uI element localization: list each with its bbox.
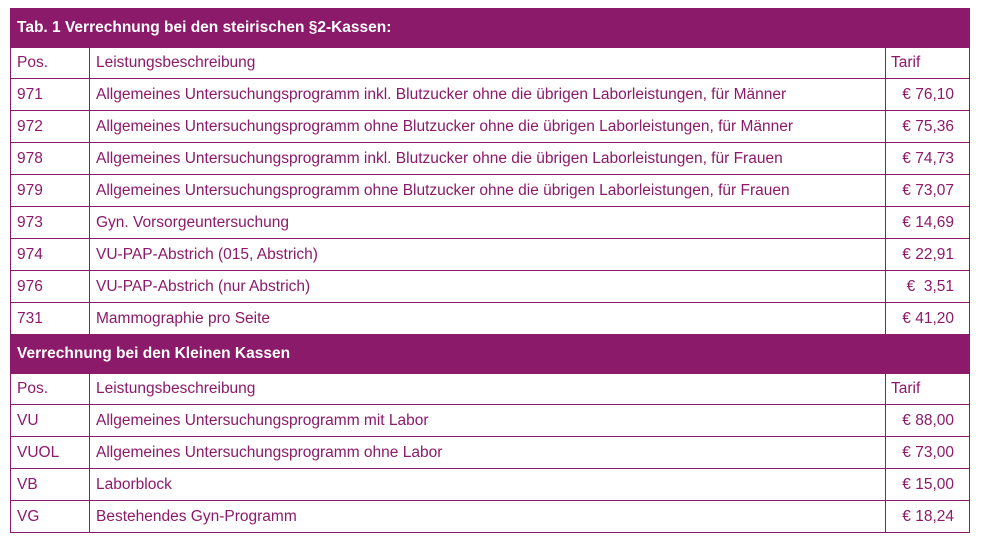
column-header-pos: Pos.	[10, 47, 90, 79]
table-row: 979 Allgemeines Untersuchungsprogramm ohn…	[10, 174, 970, 207]
table-row: VUOL Allgemeines Untersuchungsprogramm oh…	[10, 436, 970, 469]
column-header-description: Leistungsbeschreibung	[89, 47, 886, 79]
description-cell: Allgemeines Untersuchungsprogramm ohne B…	[89, 174, 886, 207]
column-header-pos: Pos.	[10, 373, 90, 405]
tarif-cell: € 74,73	[885, 142, 970, 175]
tarif-cell: € 73,07	[885, 174, 970, 207]
section-title: Tab. 1 Verrechnung bei den steirischen §…	[10, 8, 970, 48]
position-code-cell: VB	[10, 468, 90, 501]
position-code-cell: 979	[10, 174, 90, 207]
column-header-tarif: Tarif	[885, 373, 970, 405]
tariff-table: Tab. 1 Verrechnung bei den steirischen §…	[10, 8, 970, 533]
position-code-cell: 972	[10, 110, 90, 143]
tarif-cell: € 75,36	[885, 110, 970, 143]
description-cell: Gyn. Vorsorgeuntersuchung	[89, 206, 886, 239]
position-code-cell: VU	[10, 404, 90, 437]
description-cell: Mammographie pro Seite	[89, 302, 886, 335]
column-header-description: Leistungsbeschreibung	[89, 373, 886, 405]
column-header-row: Pos. Leistungsbeschreibung Tarif	[10, 47, 970, 79]
table-row: 976 VU-PAP-Abstrich (nur Abstrich) € 3,51	[10, 270, 970, 303]
table-row: VB Laborblock € 15,00	[10, 468, 970, 501]
description-cell: Laborblock	[89, 468, 886, 501]
tarif-cell: € 3,51	[885, 270, 970, 303]
position-code-cell: VG	[10, 500, 90, 533]
position-code-cell: 971	[10, 78, 90, 111]
column-header-row: Pos. Leistungsbeschreibung Tarif	[10, 373, 970, 405]
table-row: 731 Mammographie pro Seite € 41,20	[10, 302, 970, 335]
table-row: VG Bestehendes Gyn-Programm € 18,24	[10, 500, 970, 533]
description-cell: Bestehendes Gyn-Programm	[89, 500, 886, 533]
tarif-cell: € 18,24	[885, 500, 970, 533]
position-code-cell: 976	[10, 270, 90, 303]
tarif-cell: € 88,00	[885, 404, 970, 437]
table-row: 974 VU-PAP-Abstrich (015, Abstrich) € 22,9…	[10, 238, 970, 271]
tarif-cell: € 73,00	[885, 436, 970, 469]
table-row: 978 Allgemeines Untersuchungsprogramm ink…	[10, 142, 970, 175]
tariff-table-body: Tab. 1 Verrechnung bei den steirischen §…	[10, 8, 970, 533]
column-header-tarif: Tarif	[885, 47, 970, 79]
position-code-cell: 978	[10, 142, 90, 175]
tarif-cell: € 14,69	[885, 206, 970, 239]
description-cell: Allgemeines Untersuchungsprogramm ohne B…	[89, 110, 886, 143]
description-cell: VU-PAP-Abstrich (015, Abstrich)	[89, 238, 886, 271]
section-title: Verrechnung bei den Kleinen Kassen	[10, 334, 970, 374]
description-cell: Allgemeines Untersuchungsprogramm mit La…	[89, 404, 886, 437]
tarif-cell: € 15,00	[885, 468, 970, 501]
section-header-1: Tab. 1 Verrechnung bei den steirischen §…	[10, 8, 970, 48]
description-cell: VU-PAP-Abstrich (nur Abstrich)	[89, 270, 886, 303]
position-code-cell: 731	[10, 302, 90, 335]
table-row: 973 Gyn. Vorsorgeuntersuchung € 14,69	[10, 206, 970, 239]
tarif-cell: € 22,91	[885, 238, 970, 271]
tarif-cell: € 76,10	[885, 78, 970, 111]
tarif-cell: € 41,20	[885, 302, 970, 335]
table-row: 971 Allgemeines Untersuchungsprogramm ink…	[10, 78, 970, 111]
description-cell: Allgemeines Untersuchungsprogramm ohne L…	[89, 436, 886, 469]
position-code-cell: 974	[10, 238, 90, 271]
table-row: VU Allgemeines Untersuchungsprogramm mit …	[10, 404, 970, 437]
position-code-cell: 973	[10, 206, 90, 239]
table-row: 972 Allgemeines Untersuchungsprogramm ohn…	[10, 110, 970, 143]
description-cell: Allgemeines Untersuchungsprogramm inkl. …	[89, 78, 886, 111]
position-code-cell: VUOL	[10, 436, 90, 469]
section-header-2: Verrechnung bei den Kleinen Kassen	[10, 334, 970, 374]
description-cell: Allgemeines Untersuchungsprogramm inkl. …	[89, 142, 886, 175]
